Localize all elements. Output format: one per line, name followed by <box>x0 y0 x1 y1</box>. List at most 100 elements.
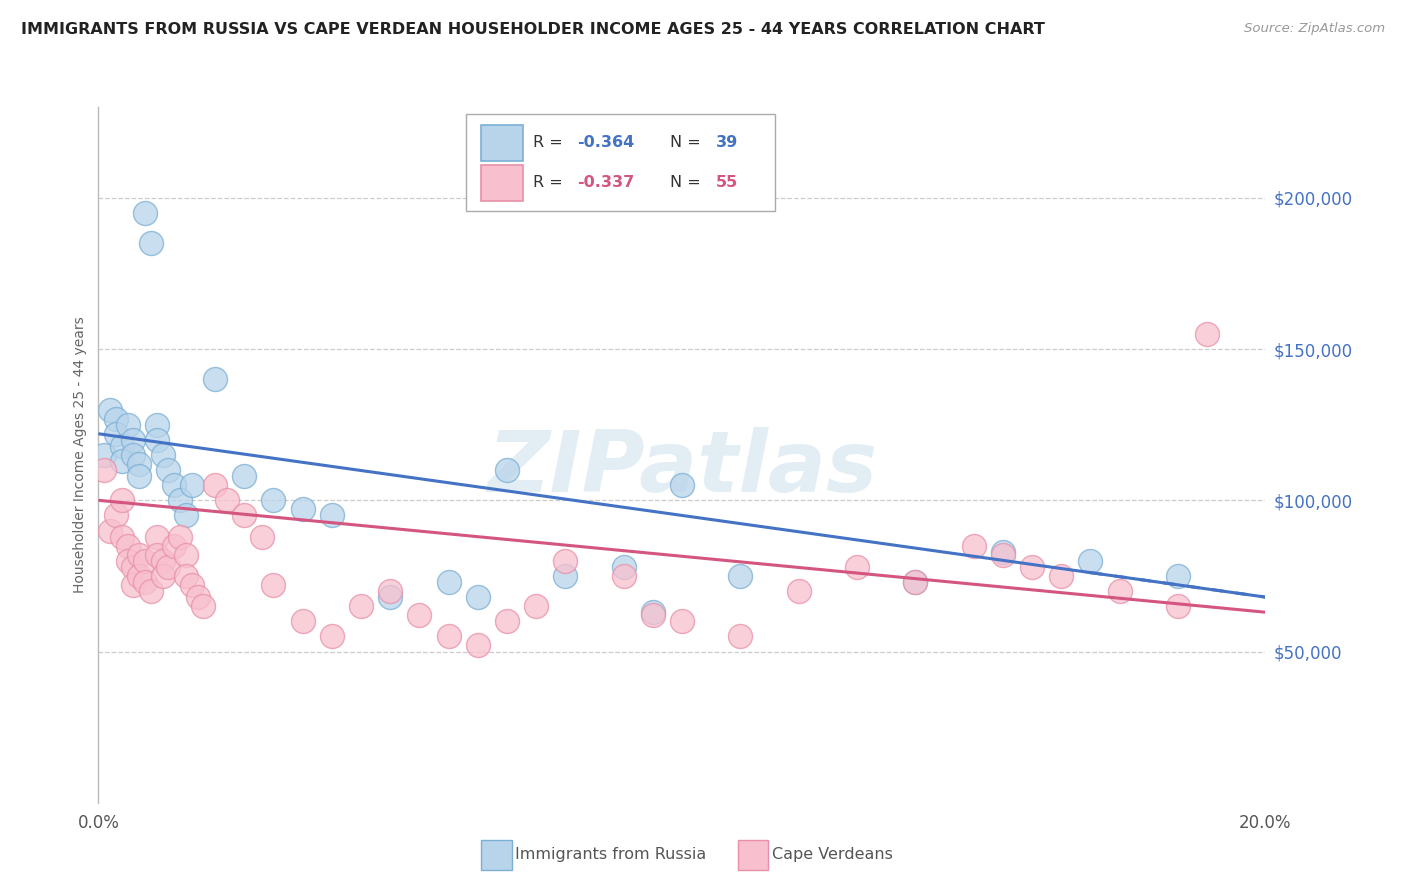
Point <box>117 417 139 432</box>
Point <box>641 608 664 623</box>
Point <box>169 493 191 508</box>
Point <box>291 615 314 629</box>
Point <box>93 448 115 462</box>
Point <box>122 433 145 447</box>
Point <box>122 578 145 592</box>
Y-axis label: Householder Income Ages 25 - 44 years: Householder Income Ages 25 - 44 years <box>73 317 87 593</box>
Point <box>671 615 693 629</box>
Point <box>139 584 162 599</box>
Point <box>1021 559 1043 574</box>
Point <box>215 493 238 508</box>
Point <box>437 574 460 589</box>
Point <box>728 629 751 643</box>
Point <box>233 469 256 483</box>
Point <box>495 615 517 629</box>
Point <box>128 469 150 483</box>
Point <box>98 524 121 538</box>
Point <box>134 574 156 589</box>
Point <box>1050 569 1073 583</box>
Point <box>157 463 180 477</box>
Point <box>104 426 127 441</box>
Point <box>193 599 215 614</box>
Point <box>962 539 984 553</box>
Point <box>146 433 169 447</box>
Point <box>93 463 115 477</box>
Point <box>128 548 150 562</box>
Point <box>350 599 373 614</box>
Point <box>1167 569 1189 583</box>
Point <box>467 639 489 653</box>
Point <box>163 478 186 492</box>
Point <box>163 539 186 553</box>
Point <box>174 569 197 583</box>
Point <box>169 530 191 544</box>
Point <box>111 439 134 453</box>
Point <box>134 554 156 568</box>
Point <box>204 478 226 492</box>
Point <box>612 559 634 574</box>
Point <box>262 578 284 592</box>
Point <box>204 372 226 386</box>
Point <box>139 236 162 251</box>
Point <box>554 569 576 583</box>
Point <box>104 508 127 523</box>
Point <box>378 590 402 604</box>
Point <box>134 206 156 220</box>
Point <box>321 629 343 643</box>
Point <box>1195 326 1218 341</box>
Point <box>671 478 693 492</box>
Point <box>991 548 1014 562</box>
Point <box>262 493 284 508</box>
Text: IMMIGRANTS FROM RUSSIA VS CAPE VERDEAN HOUSEHOLDER INCOME AGES 25 - 44 YEARS COR: IMMIGRANTS FROM RUSSIA VS CAPE VERDEAN H… <box>21 22 1045 37</box>
Point <box>291 502 314 516</box>
FancyBboxPatch shape <box>465 114 775 211</box>
Point <box>146 530 169 544</box>
Text: Immigrants from Russia: Immigrants from Russia <box>515 847 706 863</box>
FancyBboxPatch shape <box>738 840 768 870</box>
Point <box>180 578 202 592</box>
Text: 39: 39 <box>716 136 738 151</box>
Point <box>187 590 209 604</box>
Point <box>174 548 197 562</box>
Point <box>1080 554 1102 568</box>
Point <box>378 584 402 599</box>
Point <box>111 454 134 468</box>
Point <box>641 605 664 619</box>
Point <box>467 590 489 604</box>
Point <box>146 417 169 432</box>
Point <box>991 545 1014 559</box>
Text: R =: R = <box>533 136 568 151</box>
FancyBboxPatch shape <box>481 164 523 201</box>
Point <box>408 608 430 623</box>
Point <box>111 530 134 544</box>
Point <box>524 599 547 614</box>
Point <box>122 448 145 462</box>
Point <box>437 629 460 643</box>
Point <box>111 493 134 508</box>
Point <box>787 584 810 599</box>
Point <box>98 402 121 417</box>
Point <box>728 569 751 583</box>
Text: -0.337: -0.337 <box>576 175 634 190</box>
Point <box>152 569 174 583</box>
Text: R =: R = <box>533 175 568 190</box>
Point <box>1167 599 1189 614</box>
Text: N =: N = <box>671 136 706 151</box>
Point <box>157 559 180 574</box>
Point <box>146 548 169 562</box>
Text: ZIPatlas: ZIPatlas <box>486 427 877 510</box>
Point <box>612 569 634 583</box>
Point <box>174 508 197 523</box>
Text: 55: 55 <box>716 175 738 190</box>
Point <box>904 574 927 589</box>
FancyBboxPatch shape <box>481 125 523 161</box>
Point <box>122 559 145 574</box>
Point <box>128 569 150 583</box>
Point <box>845 559 868 574</box>
Text: -0.364: -0.364 <box>576 136 634 151</box>
Text: N =: N = <box>671 175 706 190</box>
Point <box>128 457 150 471</box>
Point <box>180 478 202 492</box>
Point <box>117 554 139 568</box>
Point <box>233 508 256 523</box>
